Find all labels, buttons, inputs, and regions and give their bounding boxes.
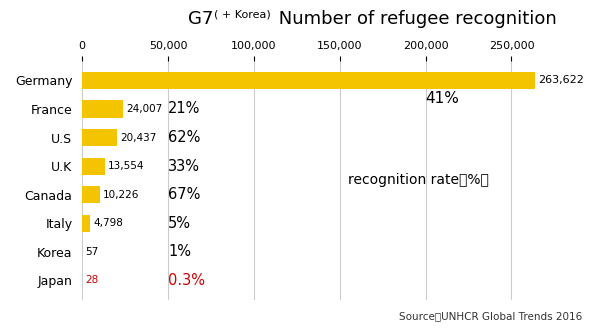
Text: 5%: 5% bbox=[168, 216, 191, 231]
Text: 21%: 21% bbox=[168, 101, 200, 116]
Text: recognition rate（%）: recognition rate（%） bbox=[349, 174, 489, 187]
Bar bbox=[82, 186, 100, 203]
Text: 10,226: 10,226 bbox=[103, 190, 139, 200]
Text: 13,554: 13,554 bbox=[108, 161, 145, 171]
Bar bbox=[82, 72, 535, 89]
Text: 4,798: 4,798 bbox=[93, 218, 123, 228]
Text: 20,437: 20,437 bbox=[120, 133, 156, 143]
Text: 67%: 67% bbox=[168, 187, 200, 202]
Text: 33%: 33% bbox=[168, 159, 200, 174]
Text: 1%: 1% bbox=[168, 244, 191, 259]
Bar bbox=[82, 157, 106, 175]
Text: G7: G7 bbox=[188, 10, 213, 28]
Text: Number of refugee recognition: Number of refugee recognition bbox=[273, 10, 557, 28]
Text: 28: 28 bbox=[85, 276, 98, 285]
Text: Source：UNHCR Global Trends 2016: Source：UNHCR Global Trends 2016 bbox=[399, 312, 582, 321]
Bar bbox=[82, 215, 91, 232]
Text: 41%: 41% bbox=[425, 91, 460, 106]
Bar bbox=[82, 100, 124, 117]
Text: 263,622: 263,622 bbox=[538, 75, 584, 85]
Text: 57: 57 bbox=[85, 247, 98, 257]
Text: 24,007: 24,007 bbox=[126, 104, 162, 114]
Bar bbox=[82, 129, 118, 146]
Text: 62%: 62% bbox=[168, 130, 200, 145]
Text: ( + Korea): ( + Korea) bbox=[214, 10, 271, 20]
Text: 0.3%: 0.3% bbox=[168, 273, 205, 288]
